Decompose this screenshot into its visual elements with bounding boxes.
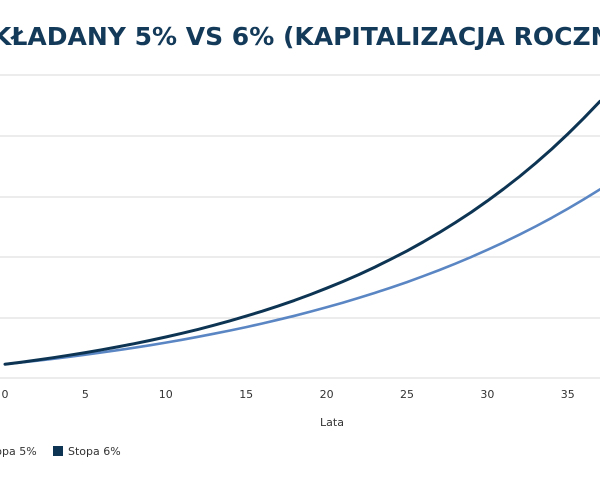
x-tick-label: 35	[561, 388, 575, 401]
legend: Stopa 5% Stopa 6%	[0, 445, 121, 458]
x-tick-label: 20	[320, 388, 334, 401]
x-tick-label: 10	[159, 388, 173, 401]
x-axis-ticks: 0 5 10 15 20 25 30 35	[2, 388, 575, 401]
x-tick-label: 0	[2, 388, 9, 401]
series-line-stopa-6	[3, 99, 600, 366]
chart-title: KŁADANY 5% VS 6% (KAPITALIZACJA ROCZNA)	[0, 22, 600, 51]
x-axis-label: Lata	[320, 416, 344, 429]
series-line-stopa-5	[3, 188, 600, 366]
legend-label: Stopa 6%	[68, 445, 121, 458]
x-tick-label: 5	[82, 388, 89, 401]
x-tick-label: 15	[239, 388, 253, 401]
x-tick-label: 25	[400, 388, 414, 401]
x-tick-label: 30	[480, 388, 494, 401]
gridlines	[0, 74, 600, 379]
legend-swatch	[53, 446, 63, 456]
series-lines	[3, 99, 600, 366]
legend-label: Stopa 5%	[0, 445, 37, 458]
